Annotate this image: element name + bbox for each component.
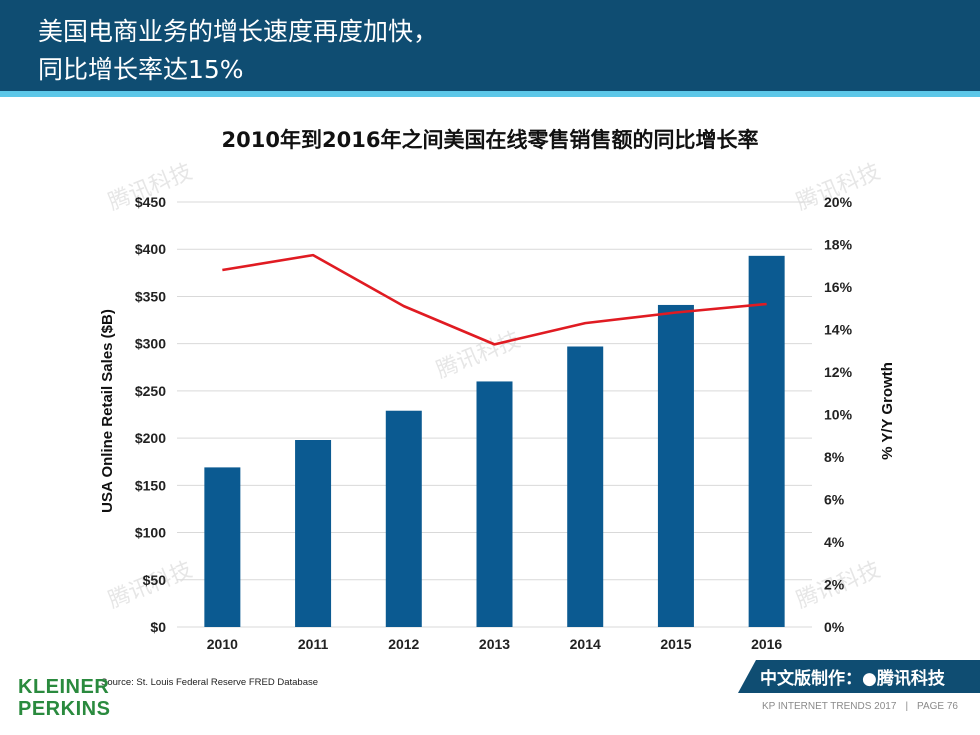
footer: KP INTERNET TRENDS 2017 | PAGE 76 (762, 701, 958, 712)
x-tick-label: 2011 (298, 636, 329, 652)
y-axis-left: $0 $50 $100 $150 $200 $250 $300 $350 $400 $450 (135, 194, 166, 635)
bar-series (204, 255, 785, 628)
y-tick-label: $100 (135, 525, 166, 541)
x-tick-label: 2014 (570, 636, 601, 652)
y-tick-label: $50 (143, 572, 167, 588)
header-bar (0, 0, 980, 91)
bar-2015 (657, 304, 694, 627)
translation-badge-text: 中文版制作：●腾讯科技 (760, 669, 945, 689)
translation-badge (738, 660, 980, 693)
y-tick-label: $400 (135, 241, 166, 257)
y2-tick-label: 14% (824, 322, 853, 338)
y2-tick-label: 12% (824, 364, 853, 380)
x-tick-label: 2013 (479, 636, 510, 652)
y2-tick-label: 6% (824, 492, 845, 508)
y-tick-label: $150 (135, 477, 166, 493)
y-tick-label: $300 (135, 336, 166, 352)
y-tick-label: $200 (135, 430, 166, 446)
footer-report-name: KP INTERNET TRENDS 2017 (761, 701, 897, 712)
y2-tick-label: 8% (824, 449, 845, 465)
source-note: Source: St. Louis Federal Reserve FRED D… (101, 677, 319, 688)
x-tick-label: 2010 (207, 636, 238, 652)
x-axis: 2010 2011 2012 2013 2014 2015 2016 (207, 636, 783, 652)
bar-2012 (385, 410, 422, 627)
y2-tick-label: 16% (824, 279, 853, 295)
y2-tick-label: 18% (824, 237, 853, 253)
y-tick-label: $450 (135, 194, 166, 210)
chart-title: 2010年到2016年之间美国在线零售销售额的同比增长率 (221, 128, 759, 152)
y2-tick-label: 20% (824, 194, 853, 210)
footer-separator: | (905, 701, 909, 712)
y2-axis-label: % Y/Y Growth (879, 362, 896, 460)
header-accent-stripe (0, 91, 980, 97)
kleiner-perkins-logo-line-2: PERKINS (18, 698, 111, 720)
y-tick-label: $0 (150, 619, 166, 635)
growth-line (222, 253, 767, 346)
slide-title-line-2: 同比增长率达15% (38, 55, 244, 84)
bar-2010 (204, 467, 241, 627)
bar-2013 (476, 381, 513, 627)
bar-2011 (295, 440, 332, 627)
y2-tick-label: 10% (824, 407, 853, 423)
y-axis-right: 0% 2% 4% 6% 8% 10% 12% 14% 16% 18% 20% (824, 194, 853, 635)
y2-tick-label: 0% (824, 619, 845, 635)
slide-title-line-1: 美国电商业务的增长速度再度加快， (38, 17, 439, 46)
bar-2014 (567, 346, 604, 627)
y-tick-label: $250 (135, 383, 166, 399)
x-tick-label: 2012 (388, 636, 419, 652)
y2-tick-label: 4% (824, 534, 845, 550)
y2-tick-label: 2% (824, 577, 845, 593)
x-tick-label: 2015 (660, 636, 691, 652)
x-tick-label: 2016 (751, 636, 782, 652)
y-tick-label: $350 (135, 288, 166, 304)
bar-2016 (748, 255, 785, 628)
y-axis-label: USA Online Retail Sales ($B) (99, 309, 116, 513)
watermark-text: 腾讯科技 (433, 327, 524, 383)
footer-page-number: PAGE 76 (917, 701, 958, 712)
growth-line-series (222, 253, 767, 346)
kleiner-perkins-logo-line-1: KLEINER (18, 676, 110, 698)
